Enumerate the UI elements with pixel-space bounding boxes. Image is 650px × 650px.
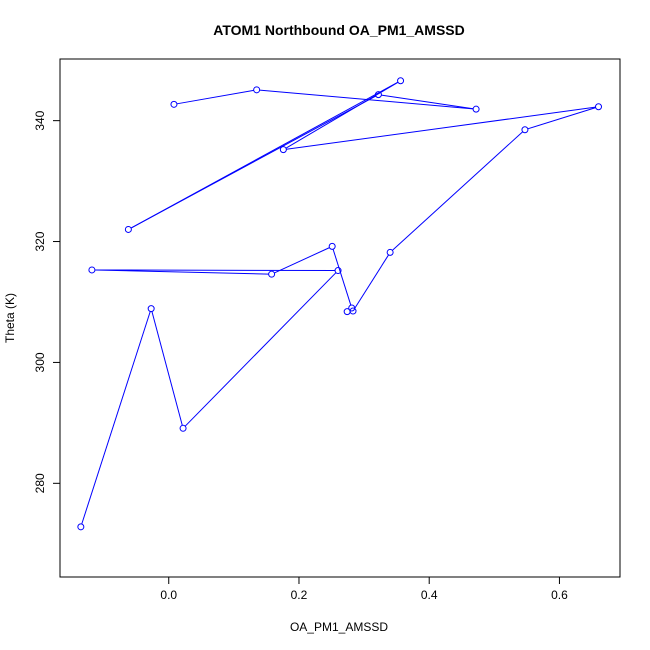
data-point	[268, 270, 276, 278]
y-axis-label: Theta (K)	[3, 293, 17, 343]
data-point	[397, 77, 405, 85]
series-line-segment	[527, 107, 596, 130]
series-layer	[77, 77, 603, 531]
data-point	[472, 105, 480, 113]
series-line-segment	[259, 89, 474, 110]
data-point	[386, 248, 394, 256]
data-point	[595, 103, 603, 111]
x-tick-label: 0.2	[291, 588, 308, 602]
y-tick-label: 280	[33, 473, 47, 493]
series-line-segment	[184, 272, 337, 427]
data-point	[343, 308, 351, 316]
data-point	[334, 267, 342, 275]
series-line-segment	[381, 94, 474, 110]
x-tick-label: 0.0	[160, 588, 177, 602]
data-point	[328, 242, 336, 250]
data-point	[124, 225, 132, 233]
series-line-segment	[286, 106, 596, 150]
series-line-segment	[151, 311, 183, 426]
y-tick-label: 300	[33, 352, 47, 372]
data-point	[77, 523, 85, 531]
chart-title: ATOM1 Northbound OA_PM1_AMSSD	[213, 22, 465, 38]
y-tick-label: 320	[33, 231, 47, 251]
series-line-segment	[392, 131, 524, 251]
series-line-segment	[176, 89, 254, 105]
data-point	[279, 146, 287, 154]
plot-frame	[59, 58, 621, 578]
x-axis-label: OA_PM1_AMSSD	[290, 620, 388, 634]
series-line-segment	[274, 247, 330, 274]
data-point	[179, 424, 187, 432]
series-line-segment	[94, 269, 269, 275]
series-line-segment	[94, 269, 336, 272]
series-line-segment	[81, 311, 151, 525]
data-point	[349, 307, 357, 315]
data-point	[374, 91, 382, 99]
series-line-segment	[285, 81, 399, 149]
y-axis: 280 300 320 340	[33, 110, 60, 493]
x-tick-label: 0.4	[421, 588, 438, 602]
data-point	[147, 305, 155, 313]
data-point	[88, 266, 96, 274]
series-line-segment	[332, 249, 352, 306]
x-tick-label: 0.6	[551, 588, 568, 602]
series-line-segment	[354, 254, 389, 309]
data-point	[521, 126, 529, 134]
data-point	[170, 100, 178, 108]
data-point	[253, 86, 261, 94]
x-axis: 0.0 0.2 0.4 0.6	[160, 577, 568, 602]
series-line-segment	[130, 95, 377, 229]
y-tick-label: 340	[33, 110, 47, 130]
